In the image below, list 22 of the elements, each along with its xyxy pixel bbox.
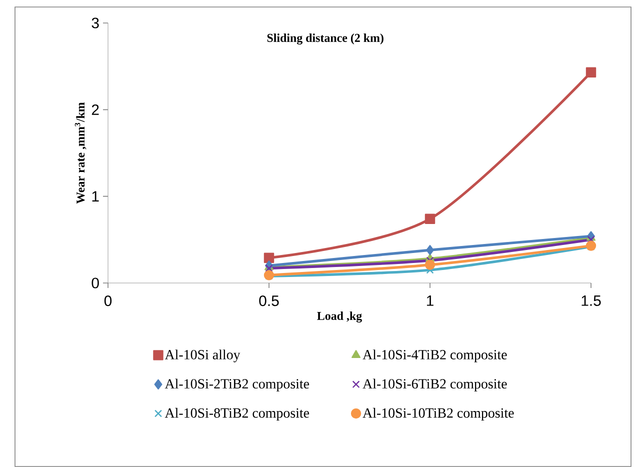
- legend-label: Al-10Si-4TiB2 composite: [362, 350, 507, 362]
- point: [426, 244, 434, 256]
- legend-label: Al-10Si-8TiB2 composite: [164, 408, 310, 421]
- y-tick-label: 1: [92, 191, 99, 202]
- y-tick-label: 0: [92, 278, 99, 288]
- point: [586, 67, 596, 78]
- legend-label: Al-10Si-6TiB2 composite: [362, 378, 507, 392]
- x-tick-label: 0.5: [259, 296, 279, 306]
- x-tick-label: 0: [104, 296, 112, 306]
- legend-label: Al-10Si alloy: [164, 350, 240, 362]
- legend-label: Al-10Si-10TiB2 composite: [362, 408, 514, 421]
- x-axis-title: Load ,kg: [317, 312, 362, 322]
- point: [424, 260, 436, 270]
- y-axis-title: Wear rate ,mm$^{3}$/km: [74, 102, 86, 204]
- y-tick-label: 2: [92, 104, 99, 115]
- point: [264, 252, 274, 263]
- y-tick-label: 3: [92, 18, 99, 28]
- text: Sliding distance (2 km): [267, 34, 384, 44]
- legend-label: Al-10Si-2TiB2 composite: [164, 378, 310, 392]
- point: [424, 214, 436, 224]
- x-tick-label: 1.5: [582, 296, 601, 306]
- x-tick-label: 1: [426, 296, 434, 306]
